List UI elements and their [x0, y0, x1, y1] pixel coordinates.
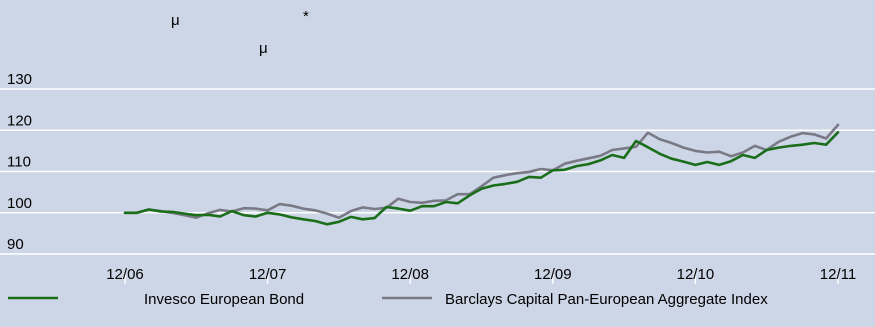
y-tick-label: 120: [7, 112, 32, 129]
x-tick-label: 12/06: [106, 266, 144, 283]
x-tick-label: 12/09: [534, 266, 572, 283]
y-tick-label: 100: [7, 195, 32, 212]
legend-label-barclays: Barclays Capital Pan-European Aggregate …: [445, 291, 768, 308]
y-tick-label: 90: [7, 236, 24, 253]
mu-glyph: μ: [259, 40, 268, 57]
x-tick-label: 12/10: [677, 266, 715, 283]
asterisk-glyph: *: [303, 8, 309, 25]
series-line-invesco: [123, 131, 840, 226]
x-tick-label: 12/07: [249, 266, 287, 283]
x-tick-label: 12/11: [820, 266, 856, 283]
y-tick-label: 110: [7, 154, 31, 171]
series-line-barclays: [123, 123, 840, 219]
x-tick-label: 12/08: [391, 266, 429, 283]
mu-glyph: μ: [171, 12, 180, 29]
y-tick-label: 130: [7, 71, 32, 88]
legend-label-invesco: Invesco European Bond: [144, 291, 304, 308]
